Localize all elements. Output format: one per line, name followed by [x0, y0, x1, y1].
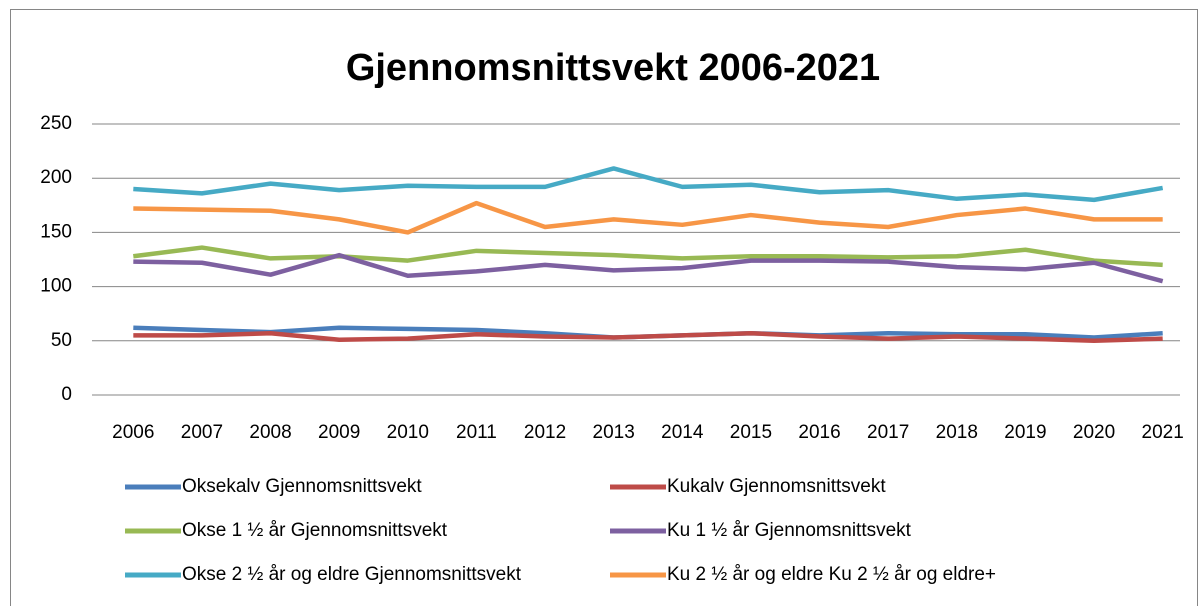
- chart-title: Gjennomsnittsvekt 2006-2021: [346, 47, 880, 89]
- y-tick-label: 100: [40, 276, 72, 297]
- y-tick-label: 0: [61, 384, 72, 405]
- x-tick-label: 2019: [1004, 422, 1046, 443]
- series-line: [133, 330, 1163, 344]
- x-tick-label: 2009: [318, 422, 360, 443]
- chart-frame: [10, 9, 1198, 606]
- x-tick-label: 2010: [387, 422, 429, 443]
- x-tick-label: 2006: [112, 422, 154, 443]
- y-tick-label: 50: [51, 330, 72, 351]
- y-tick-label: 200: [40, 167, 72, 188]
- x-tick-label: 2020: [1073, 422, 1115, 443]
- x-tick-label: 2018: [936, 422, 978, 443]
- series-line: [133, 200, 1163, 235]
- series-line: [133, 166, 1164, 203]
- x-tick-label: 2008: [249, 422, 291, 443]
- series-line: [133, 252, 1164, 284]
- x-tick-label: 2007: [181, 422, 223, 443]
- legend-label: Kukalv Gjennomsnittsvekt: [667, 476, 886, 497]
- series-line: [133, 245, 1163, 268]
- legend-label: Okse 1 ½ år Gjennomsnittsvekt: [182, 520, 448, 541]
- x-tick-label: 2013: [593, 422, 635, 443]
- y-tick-label: 250: [40, 113, 72, 134]
- legend-label: Oksekalv Gjennomsnittsvekt: [182, 476, 422, 497]
- x-tick-label: 2017: [867, 422, 909, 443]
- y-tick-label: 150: [40, 221, 72, 242]
- legend-label: Okse 2 ½ år og eldre Gjennomsnittsvekt: [182, 564, 522, 585]
- x-tick-label: 2012: [524, 422, 566, 443]
- x-tick-label: 2014: [661, 422, 704, 443]
- legend-label: Ku 1 ½ år Gjennomsnittsvekt: [667, 520, 912, 541]
- x-tick-label: 2016: [798, 422, 840, 443]
- x-tick-label: 2021: [1142, 422, 1184, 443]
- legend-label: Ku 2 ½ år og eldre Ku 2 ½ år og eldre+: [667, 564, 996, 585]
- x-tick-label: 2011: [456, 422, 497, 443]
- x-tick-label: 2015: [730, 422, 772, 443]
